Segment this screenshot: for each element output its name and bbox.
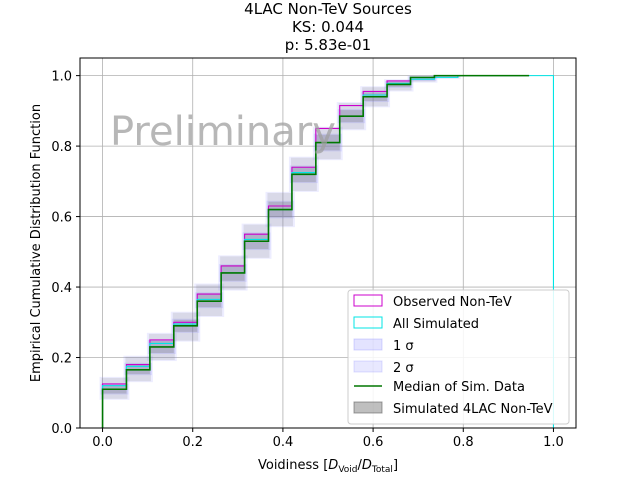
y-axis-label: Empirical Cumulative Distribution Functi… [29, 104, 44, 382]
legend-label-1-sigma: 1 σ [393, 339, 414, 354]
y-tick-label: 0.0 [51, 422, 72, 437]
x-axis-ticks: 0.0 0.2 0.4 0.6 0.8 1.0 [92, 428, 564, 450]
legend-frame [347, 289, 570, 425]
band-2-sigma-segment [312, 126, 343, 161]
series-line-median-of-sim-data [101, 74, 530, 428]
legend-swatch-1-sigma [353, 338, 383, 351]
sim-4lac-outer-segment [172, 312, 199, 341]
y-tick-label: 0.2 [51, 352, 72, 367]
legend-label-all-simulated: All Simulated [393, 317, 479, 332]
band-2-sigma-segment [170, 311, 201, 342]
chart-title: 4LAC Non-TeV Sources KS: 0.044 p: 5.83e-… [244, 0, 412, 54]
legend-label-median: Median of Sim. Data [393, 380, 525, 395]
x-tick-label: 0.2 [182, 435, 203, 450]
band-2-sigma-segment [123, 355, 153, 383]
x-tick-label: 1.0 [543, 435, 564, 450]
series-lines [101, 74, 555, 428]
band-1-sigma-segment [432, 75, 460, 78]
x-axis-label-prefix: Voidiness [ [258, 458, 328, 473]
legend-swatch-sim-4lac [353, 401, 383, 414]
x-tick-label: 0.8 [453, 435, 474, 450]
legend-swatch-2-sigma [353, 360, 383, 373]
chart-title-line-3: p: 5.83e-01 [285, 36, 371, 54]
y-axis-ticks: 0.0 0.2 0.4 0.6 0.8 1.0 [51, 70, 80, 437]
sim-4lac-inner-segment [126, 363, 150, 375]
x-tick-label: 0.0 [92, 435, 113, 450]
x-axis-label: Voidiness [DVoid/DTotal] [258, 458, 398, 475]
x-tick-label: 0.6 [363, 435, 384, 450]
x-axis-label-num-sub: Void [338, 465, 357, 475]
x-axis-label-den-var: D [362, 458, 372, 473]
sim-4lac-outer-segment [101, 377, 128, 399]
chart-title-line-2: KS: 0.044 [292, 18, 364, 36]
sim-4lac-outer-segment [314, 127, 341, 160]
chart-title-line-1: 4LAC Non-TeV Sources [244, 0, 412, 18]
sim-4lac-outer-segment [386, 80, 412, 91]
x-axis-label-den-sub: Total [371, 465, 393, 475]
band-2-sigma-segment [384, 79, 414, 92]
legend-label-observed: Observed Non-TeV [393, 295, 512, 310]
legend-label-sim-4lac: Simulated 4LAC Non-TeV [393, 402, 553, 417]
x-axis-label-num-var: D [328, 458, 338, 473]
y-tick-label: 0.6 [51, 211, 72, 226]
band-2-sigma-segment [99, 376, 130, 400]
plot-frame [79, 57, 577, 429]
sim-4lac-outer-segment [125, 356, 151, 382]
y-tick-label: 0.4 [51, 281, 72, 296]
sim-4lac-inner-segment [197, 293, 222, 308]
band-1-sigma-segment [195, 292, 224, 309]
x-axis-label-suffix: ] [393, 458, 398, 473]
band-2-sigma-segment [194, 283, 225, 317]
legend-swatch-all-simulated [353, 316, 383, 329]
watermark-text: Preliminary [110, 109, 336, 155]
x-axis-label-sep: / [358, 458, 363, 473]
legend: Observed Non-TeV All Simulated 1 σ 2 σ M… [347, 289, 570, 425]
sim-4lac-outer-segment [196, 284, 223, 316]
legend-label-2-sigma: 2 σ [393, 361, 414, 376]
y-tick-label: 1.0 [51, 70, 72, 85]
legend-swatch-observed [353, 294, 383, 307]
x-tick-label: 0.4 [273, 435, 294, 450]
y-tick-label: 0.8 [51, 140, 72, 155]
